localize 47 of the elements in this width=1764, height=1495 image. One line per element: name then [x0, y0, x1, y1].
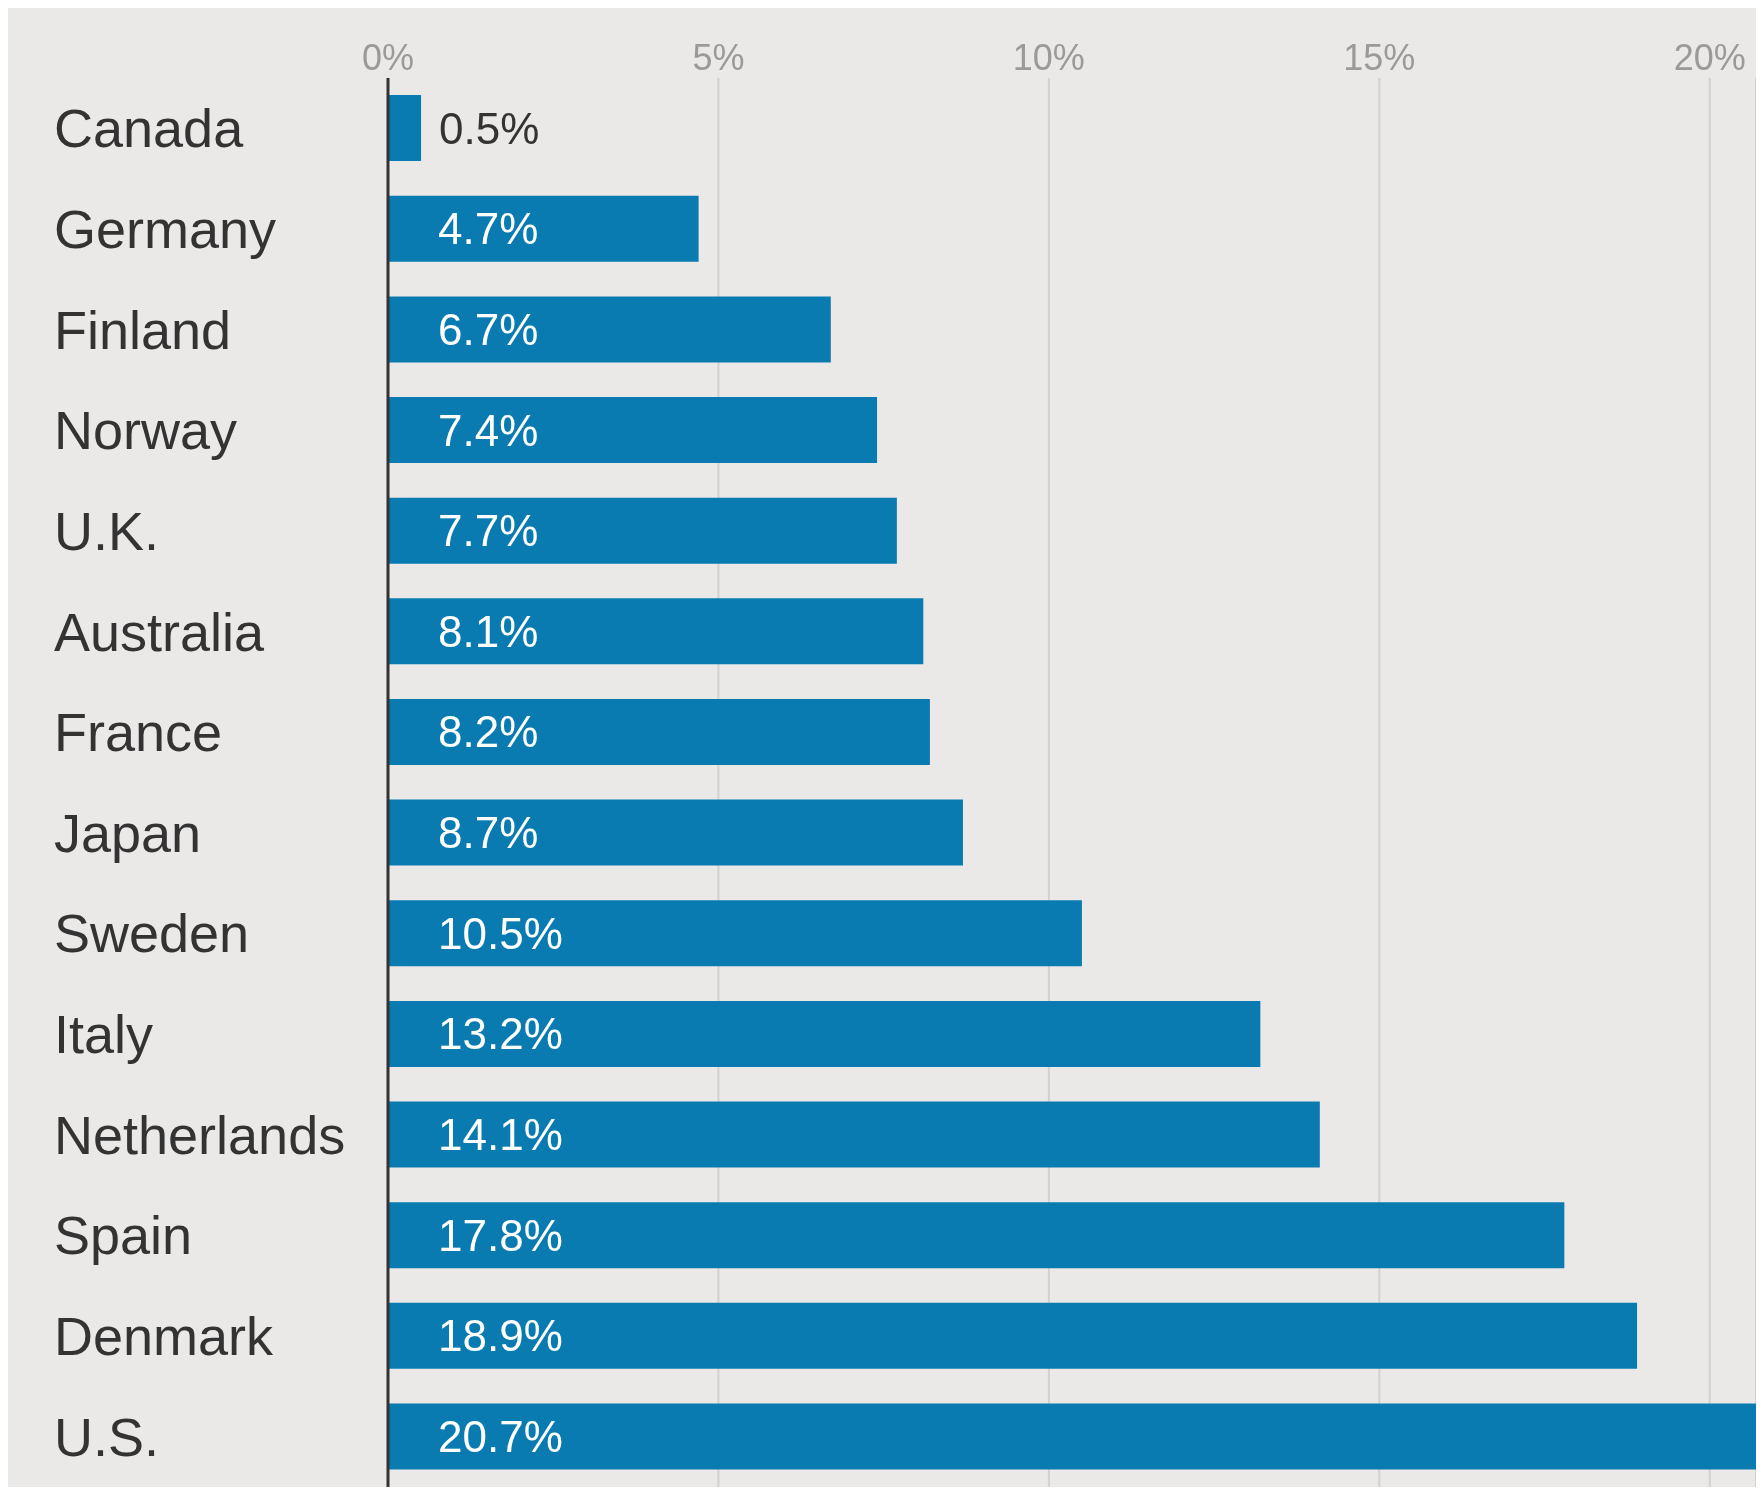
y-tick-label: Norway [54, 400, 238, 461]
bar [388, 195, 699, 262]
x-tick-label: 15% [1343, 37, 1416, 78]
bar [388, 1403, 1756, 1470]
bar [388, 95, 422, 162]
bar [388, 1302, 1638, 1369]
bar [388, 1000, 1261, 1067]
data-label: 17.8% [438, 1210, 563, 1260]
y-tick-label: U.S. [54, 1406, 160, 1467]
y-tick-label: Sweden [54, 903, 250, 964]
x-tick-label: 0% [361, 37, 415, 78]
bar [388, 698, 930, 765]
data-label: 13.2% [438, 1009, 563, 1059]
y-tick-label: Netherlands [54, 1104, 346, 1165]
data-label: 10.5% [438, 908, 563, 958]
bar [388, 296, 831, 363]
y-tick-label: Denmark [54, 1306, 275, 1367]
bar [388, 598, 924, 665]
y-tick-label: U.K. [54, 500, 160, 561]
y-tick-label: Japan [54, 802, 202, 863]
y-tick-label: Spain [54, 1205, 193, 1266]
bar [388, 497, 897, 564]
data-label: 6.7% [438, 304, 539, 354]
data-label: 7.7% [438, 506, 539, 556]
data-label: 8.2% [438, 707, 539, 757]
y-tick-label: Germany [54, 198, 277, 259]
y-tick-label: Australia [54, 601, 266, 662]
data-label: 7.4% [438, 405, 539, 455]
data-label: 8.1% [438, 606, 539, 656]
data-label: 18.9% [438, 1311, 563, 1361]
bar [388, 1101, 1320, 1168]
y-tick-label: Canada [54, 98, 245, 159]
bar [388, 900, 1082, 967]
y-tick-label: France [54, 702, 223, 763]
x-tick-label: 20% [1673, 37, 1746, 78]
y-tick-label: Italy [54, 1004, 154, 1065]
data-label: 8.7% [438, 808, 539, 858]
bar [388, 397, 878, 464]
data-label: 20.7% [438, 1411, 563, 1461]
x-tick-label: 10% [1012, 37, 1085, 78]
data-label: 4.7% [438, 204, 539, 254]
bar [388, 1202, 1565, 1269]
bar [388, 799, 963, 866]
y-tick-label: Finland [54, 299, 232, 360]
data-label: 0.5% [439, 103, 540, 153]
x-tick-label: 5% [692, 37, 745, 78]
data-label: 14.1% [438, 1110, 563, 1160]
